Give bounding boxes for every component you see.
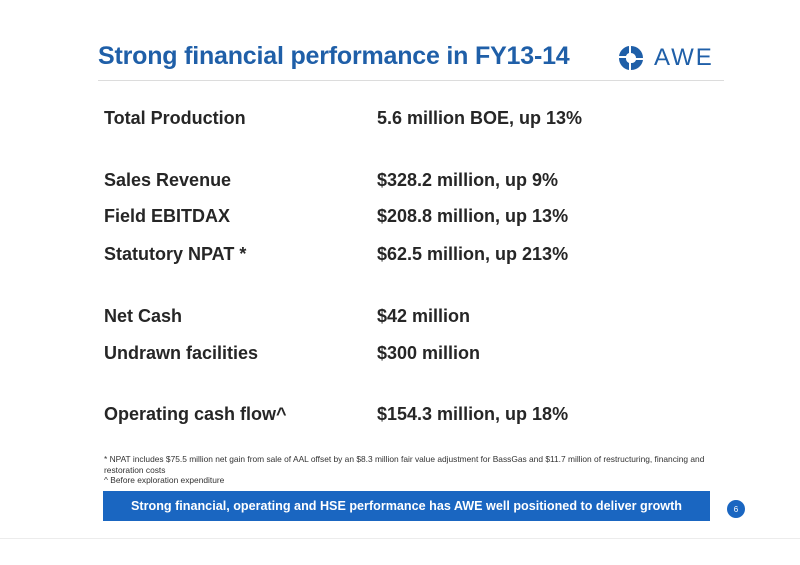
metric-value-statutory-npat: $62.5 million, up 213%: [377, 244, 569, 264]
metric-value-net-cash: $42 million: [377, 306, 471, 326]
metric-label-total-production: Total Production: [104, 108, 246, 128]
footnote-exploration: ^ Before exploration expenditure: [104, 475, 225, 486]
footnote-npat: * NPAT includes $75.5 million net gain f…: [104, 454, 705, 475]
awe-logo: AWE: [616, 42, 714, 74]
awe-logo-icon: [618, 46, 643, 71]
metric-label-statutory-npat: Statutory NPAT *: [104, 244, 247, 264]
metric-value-undrawn-facilities: $300 million: [377, 343, 481, 363]
metric-label-undrawn-facilities: Undrawn facilities: [104, 343, 259, 363]
metric-label-net-cash: Net Cash: [104, 306, 183, 326]
logo-text: AWE: [654, 44, 714, 71]
metric-label-field-ebitdax: Field EBITDAX: [104, 206, 231, 226]
summary-banner: Strong financial, operating and HSE perf…: [103, 491, 710, 521]
metric-value-total-production: 5.6 million BOE, up 13%: [377, 108, 583, 128]
metric-value-sales-revenue: $328.2 million, up 9%: [377, 170, 559, 190]
summary-banner-text: Strong financial, operating and HSE perf…: [131, 499, 682, 513]
metric-value-operating-cash-flow: $154.3 million, up 18%: [377, 404, 569, 424]
page-number-badge: 6: [727, 500, 745, 518]
footnotes: * NPAT includes $75.5 million net gain f…: [104, 454, 714, 486]
page-number: 6: [733, 504, 739, 514]
metric-value-field-ebitdax: $208.8 million, up 13%: [377, 206, 569, 226]
metric-label-sales-revenue: Sales Revenue: [104, 170, 232, 190]
title-divider: [98, 80, 724, 81]
slide-title: Strong financial performance in FY13-14: [98, 42, 570, 70]
metric-label-operating-cash-flow: Operating cash flow^: [104, 404, 287, 424]
bottom-divider: [0, 538, 800, 539]
